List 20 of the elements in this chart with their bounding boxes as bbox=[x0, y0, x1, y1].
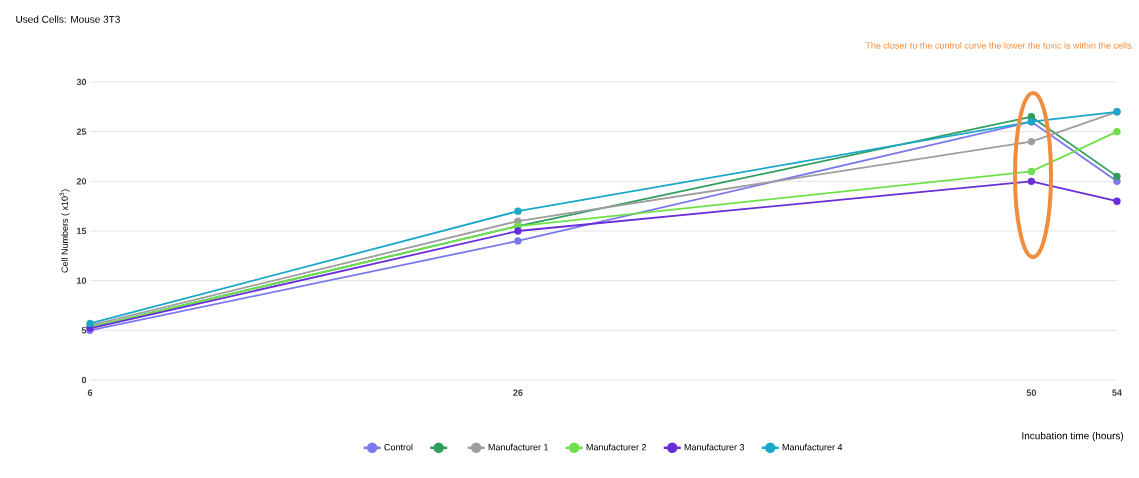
y-tick-label: 30 bbox=[76, 78, 87, 86]
legend-label: Manufacturer 4 bbox=[782, 443, 843, 451]
chart-title: Used Cells: Mouse 3T3 bbox=[16, 15, 120, 23]
x-tick-label: 50 bbox=[1026, 389, 1037, 396]
y-tick-label: 20 bbox=[76, 178, 87, 185]
x-tick-label: 6 bbox=[87, 389, 93, 396]
legend-label: Manufacturer 2 bbox=[586, 443, 647, 451]
x-axis-title: Incubation time (hours) bbox=[1022, 431, 1124, 442]
text: The closer to the control curve the lower the toxic is within the cells. bbox=[865, 42, 1134, 49]
y-tick-label: 10 bbox=[77, 277, 87, 284]
y-tick-label: 0 bbox=[81, 376, 87, 384]
x-tick-label: 54 bbox=[1112, 389, 1122, 396]
legend-label: Manufacturer 1 bbox=[488, 443, 549, 451]
y-tick-label: 15 bbox=[77, 227, 87, 235]
y-axis-title: Cell Numbers ( x10$^{3}$) bbox=[59, 189, 70, 273]
legend-label: Control bbox=[384, 443, 413, 451]
x-tick-label: 26 bbox=[513, 389, 523, 396]
y-tick-label: 5 bbox=[81, 327, 87, 334]
y-tick-label: 25 bbox=[76, 128, 87, 135]
legend-label: Manufacturer 3 bbox=[684, 443, 745, 451]
